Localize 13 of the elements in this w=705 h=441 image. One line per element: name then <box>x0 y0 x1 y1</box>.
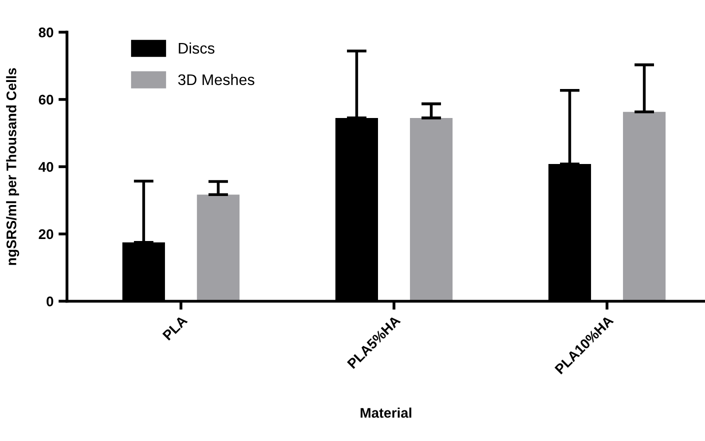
bar <box>622 112 666 302</box>
y-tick-label: 40 <box>38 162 54 172</box>
bar <box>410 118 453 302</box>
x-axis-title: Material <box>360 408 412 418</box>
y-tick-label: 0 <box>46 296 54 306</box>
legend-label: Discs <box>178 42 214 54</box>
bar <box>196 194 240 302</box>
y-tick-label: 20 <box>38 229 54 240</box>
legend-label: 3D Meshes <box>178 74 254 86</box>
x-tick-label: PLA <box>162 315 188 340</box>
y-tick-label: 60 <box>38 94 54 105</box>
y-tick-label: 80 <box>38 28 54 38</box>
y-axis-title: ngSRS/ml per Thousand Cells <box>6 68 20 265</box>
